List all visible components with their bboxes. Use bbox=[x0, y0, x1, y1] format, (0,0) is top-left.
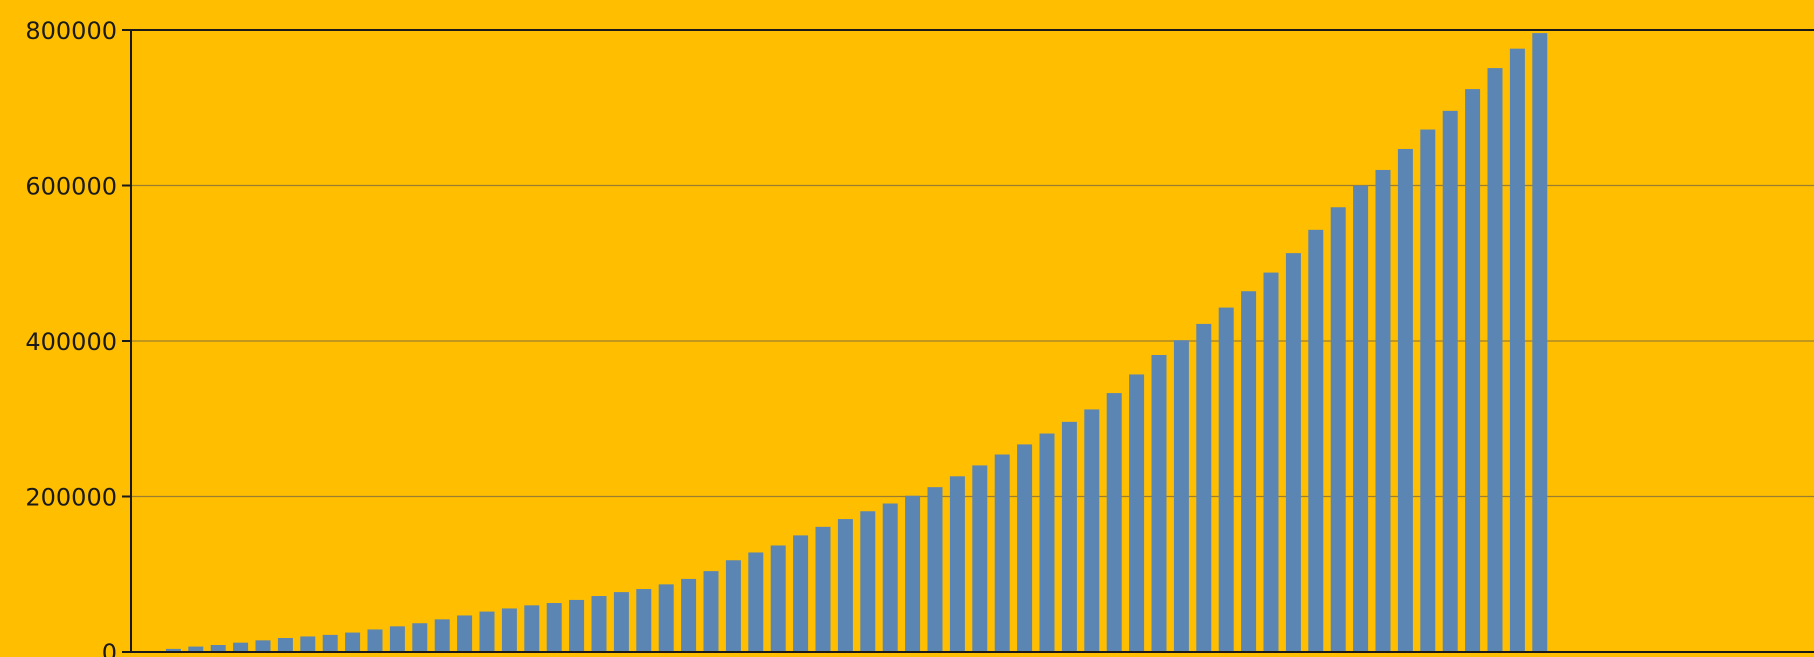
bar-6 bbox=[255, 640, 271, 652]
bar-8 bbox=[300, 636, 316, 652]
bar-17 bbox=[501, 608, 517, 652]
bar-20 bbox=[569, 599, 585, 652]
bar-36 bbox=[927, 487, 943, 652]
bar-40 bbox=[1017, 444, 1033, 652]
y-tick-label: 600000 bbox=[25, 173, 117, 201]
y-tick-label: 200000 bbox=[25, 484, 117, 512]
bar-37 bbox=[949, 476, 965, 652]
bar-46 bbox=[1151, 355, 1167, 652]
bar-59 bbox=[1442, 110, 1458, 653]
bar-53 bbox=[1308, 229, 1324, 652]
bar-30 bbox=[793, 535, 809, 653]
bar-48 bbox=[1196, 323, 1212, 652]
bar-11 bbox=[367, 629, 383, 652]
bar-49 bbox=[1218, 307, 1234, 652]
bar-23 bbox=[636, 589, 652, 652]
bar-42 bbox=[1061, 421, 1077, 652]
bar-2 bbox=[165, 648, 181, 652]
bar-29 bbox=[770, 545, 786, 652]
bar-47 bbox=[1173, 340, 1189, 652]
bar-52 bbox=[1285, 253, 1301, 652]
bar-60 bbox=[1465, 89, 1481, 653]
bar-5 bbox=[233, 642, 249, 652]
bar-15 bbox=[457, 615, 473, 652]
bar-4 bbox=[210, 645, 226, 652]
bar-33 bbox=[860, 511, 876, 652]
bar-18 bbox=[524, 605, 540, 652]
bar-16 bbox=[479, 611, 495, 652]
bar-27 bbox=[725, 560, 741, 652]
bar-22 bbox=[613, 592, 629, 652]
bar-3 bbox=[188, 646, 204, 652]
bar-45 bbox=[1129, 374, 1145, 652]
bar-44 bbox=[1106, 393, 1122, 652]
y-tick-labels: 0 200000 400000 600000 800000 bbox=[25, 17, 117, 657]
y-tick-label: 400000 bbox=[25, 328, 117, 356]
bar-13 bbox=[412, 623, 428, 652]
bars bbox=[165, 33, 1548, 653]
bar-41 bbox=[1039, 433, 1055, 652]
bar-43 bbox=[1084, 409, 1100, 652]
bar-50 bbox=[1241, 291, 1257, 652]
bar-9 bbox=[322, 634, 338, 652]
bar-21 bbox=[591, 596, 607, 652]
bar-24 bbox=[658, 584, 674, 652]
bar-10 bbox=[345, 632, 361, 652]
bar-62 bbox=[1509, 48, 1525, 653]
bar-14 bbox=[434, 619, 450, 652]
bar-12 bbox=[389, 626, 405, 652]
bar-57 bbox=[1397, 148, 1413, 652]
bar-56 bbox=[1375, 169, 1391, 652]
bar-25 bbox=[681, 578, 697, 652]
bar-31 bbox=[815, 526, 831, 652]
bar-26 bbox=[703, 571, 719, 652]
bar-58 bbox=[1420, 129, 1436, 652]
y-tick-label: 0 bbox=[102, 639, 117, 657]
bar-28 bbox=[748, 552, 764, 652]
bar-63 bbox=[1532, 33, 1548, 653]
bar-7 bbox=[277, 638, 293, 652]
bar-32 bbox=[837, 519, 853, 652]
bar-35 bbox=[905, 495, 921, 652]
bar-34 bbox=[882, 503, 898, 652]
bar-39 bbox=[994, 454, 1010, 652]
bar-55 bbox=[1353, 185, 1369, 652]
bar-19 bbox=[546, 603, 562, 652]
bar-61 bbox=[1487, 68, 1503, 653]
y-tick-label: 800000 bbox=[25, 17, 117, 45]
bar-54 bbox=[1330, 207, 1346, 652]
bar-51 bbox=[1263, 272, 1279, 652]
bar-38 bbox=[972, 465, 988, 652]
axes bbox=[122, 29, 1814, 653]
